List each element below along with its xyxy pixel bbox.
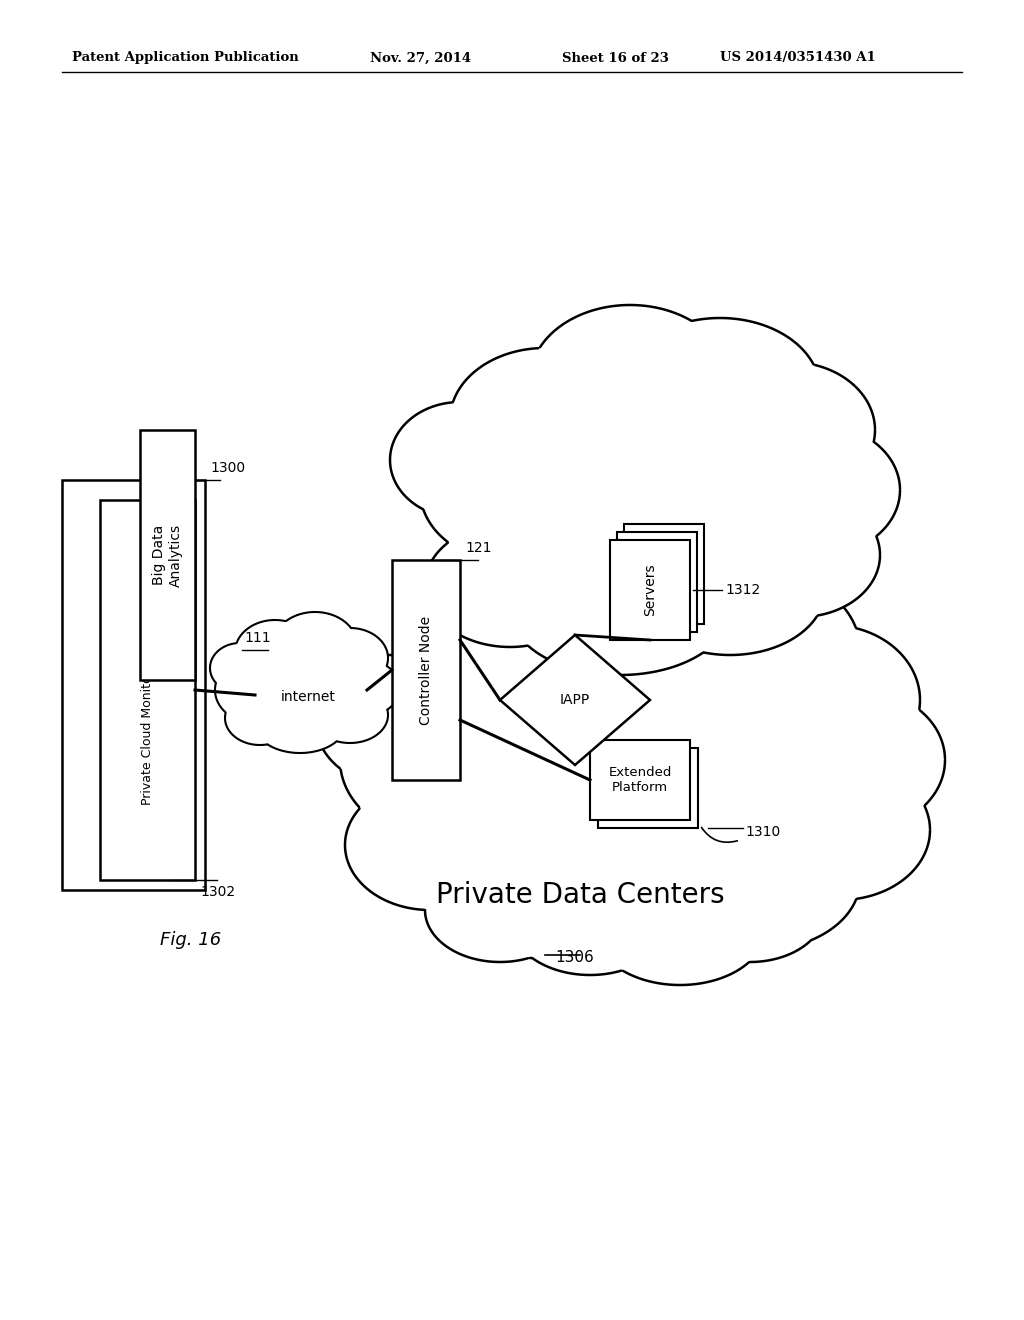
Ellipse shape xyxy=(705,362,874,498)
Bar xyxy=(62,480,205,890)
Ellipse shape xyxy=(775,690,945,830)
Ellipse shape xyxy=(675,858,825,962)
Ellipse shape xyxy=(250,649,370,741)
Text: US 2014/0351430 A1: US 2014/0351430 A1 xyxy=(720,51,876,65)
Ellipse shape xyxy=(510,545,730,675)
Ellipse shape xyxy=(330,660,400,715)
Text: internet: internet xyxy=(281,690,336,704)
Ellipse shape xyxy=(460,576,680,744)
Ellipse shape xyxy=(530,305,730,455)
Ellipse shape xyxy=(420,418,600,562)
Ellipse shape xyxy=(460,370,810,610)
Bar xyxy=(140,430,195,680)
Bar xyxy=(617,532,697,632)
Polygon shape xyxy=(500,635,650,766)
Text: 1312: 1312 xyxy=(725,583,760,597)
Ellipse shape xyxy=(660,572,860,729)
Ellipse shape xyxy=(420,671,860,931)
Text: Sheet 16 of 23: Sheet 16 of 23 xyxy=(562,51,669,65)
Text: Nov. 27, 2014: Nov. 27, 2014 xyxy=(370,51,471,65)
Ellipse shape xyxy=(750,760,930,900)
Ellipse shape xyxy=(315,655,465,785)
Text: Servers: Servers xyxy=(643,564,657,616)
Ellipse shape xyxy=(620,318,820,462)
Ellipse shape xyxy=(430,822,630,958)
Text: Extended
Platform: Extended Platform xyxy=(608,766,672,795)
Ellipse shape xyxy=(390,403,530,517)
Bar xyxy=(590,741,690,820)
Text: Controller Node: Controller Node xyxy=(419,615,433,725)
Ellipse shape xyxy=(720,492,880,616)
Text: Private Cloud Monitoring Component: Private Cloud Monitoring Component xyxy=(141,574,154,805)
Ellipse shape xyxy=(425,858,575,962)
Text: Management Platforms: Management Platforms xyxy=(126,599,141,771)
Text: 121: 121 xyxy=(465,541,492,554)
Ellipse shape xyxy=(550,550,770,710)
Ellipse shape xyxy=(225,690,295,744)
Ellipse shape xyxy=(345,780,515,909)
Text: 1310: 1310 xyxy=(745,825,780,840)
Ellipse shape xyxy=(210,643,270,693)
Bar xyxy=(598,748,698,828)
Text: 1306: 1306 xyxy=(556,950,594,965)
FancyArrowPatch shape xyxy=(701,828,737,842)
Text: Private Data Centers: Private Data Centers xyxy=(435,880,724,909)
Bar xyxy=(610,540,690,640)
Ellipse shape xyxy=(740,425,900,554)
Text: 1300: 1300 xyxy=(210,461,245,475)
Ellipse shape xyxy=(234,620,315,684)
Ellipse shape xyxy=(312,628,388,688)
Ellipse shape xyxy=(510,865,670,975)
Bar xyxy=(100,500,195,880)
Ellipse shape xyxy=(530,830,770,970)
Bar xyxy=(624,524,705,624)
Ellipse shape xyxy=(660,810,860,950)
Ellipse shape xyxy=(380,615,600,785)
Ellipse shape xyxy=(595,875,765,985)
Ellipse shape xyxy=(450,348,640,492)
Text: Fig. 16: Fig. 16 xyxy=(160,931,221,949)
Text: 1302: 1302 xyxy=(200,884,236,899)
Ellipse shape xyxy=(340,680,540,840)
Bar xyxy=(392,560,460,780)
Ellipse shape xyxy=(215,657,295,723)
Text: IAPP: IAPP xyxy=(560,693,590,708)
Text: Patent Application Publication: Patent Application Publication xyxy=(72,51,299,65)
Ellipse shape xyxy=(255,697,345,752)
Ellipse shape xyxy=(635,525,825,655)
Text: Big Data
Analytics: Big Data Analytics xyxy=(153,524,182,586)
Ellipse shape xyxy=(740,624,920,775)
Text: 111: 111 xyxy=(245,631,271,645)
Ellipse shape xyxy=(273,612,357,678)
Ellipse shape xyxy=(425,523,595,647)
Ellipse shape xyxy=(312,686,388,743)
